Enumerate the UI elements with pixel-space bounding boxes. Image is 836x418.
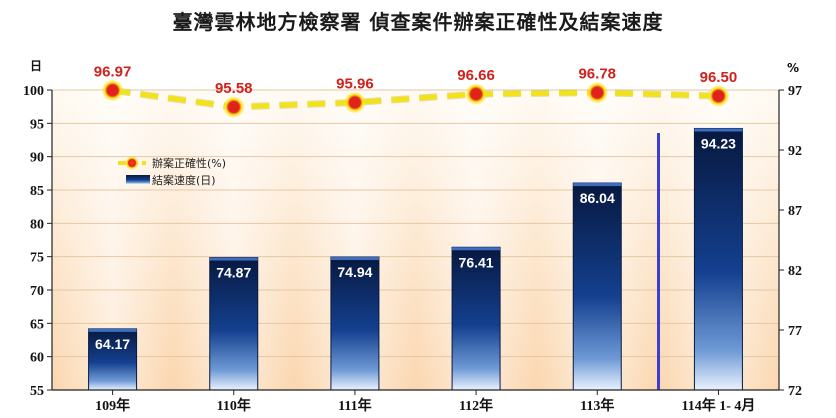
right-tick-label: 82: [788, 264, 802, 279]
bar-top-highlight: [452, 247, 501, 251]
line-marker-core: [228, 102, 239, 113]
bar: [572, 182, 622, 391]
divider-marker: [657, 133, 660, 390]
chart-title: 臺灣雲林地方檢察署 偵查案件辦案正確性及結案速度: [172, 10, 664, 34]
bar-top-highlight: [330, 257, 379, 261]
line-marker-core: [107, 85, 118, 96]
x-tick-label: 111年: [338, 397, 371, 414]
left-tick-label: 85: [30, 184, 44, 199]
x-tick-label: 112年: [459, 397, 493, 414]
bar-value-label: 76.41: [459, 254, 494, 270]
left-tick-label: 100: [23, 84, 44, 99]
bar-value-label: 94.23: [701, 135, 736, 151]
bar-top-highlight: [88, 328, 137, 332]
left-tick-label: 60: [30, 351, 44, 366]
x-tick-label: 113年: [580, 397, 614, 414]
line-value-label: 96.66: [457, 67, 495, 84]
legend-bar-swatch: [126, 175, 150, 184]
line-marker-core: [592, 87, 603, 98]
bar-top-highlight: [209, 257, 258, 261]
left-axis-unit: 日: [30, 59, 42, 73]
legend-line-marker: [125, 156, 139, 170]
line-marker-core: [713, 91, 724, 101]
legend-bar-label: 結案速度(日): [152, 173, 216, 187]
bar-value-label: 64.17: [95, 336, 130, 352]
left-tick-label: 75: [30, 251, 44, 266]
line-value-label: 96.78: [578, 66, 616, 83]
x-tick-label: 110年: [217, 397, 251, 414]
line-series: [112, 87, 719, 110]
right-tick-label: 77: [788, 324, 802, 339]
bar-value-label: 74.94: [337, 264, 372, 280]
line-value-label: 96.97: [94, 63, 132, 80]
left-tick-label: 90: [30, 151, 44, 166]
bar-value-label: 74.87: [216, 265, 251, 281]
line-marker-core: [471, 89, 482, 100]
left-tick-label: 80: [30, 217, 44, 232]
line-marker-core: [349, 97, 360, 108]
left-tick-label: 95: [30, 117, 44, 132]
line-layer: 96.97 95.58 95.96 96.66 96.78 96.50: [94, 63, 738, 119]
bar: [209, 257, 259, 391]
x-tick-label: 109年: [95, 397, 130, 414]
line-value-label: 96.50: [700, 69, 738, 86]
left-tick-label: 70: [30, 284, 44, 299]
bar: [693, 127, 743, 391]
right-axis-unit: %: [787, 61, 799, 75]
axis-layer: 55 60 65 70 75 80 85 90 95 100 72 77 82 87 92 97 日 % 109年 1…: [23, 59, 802, 414]
line-value-label: 95.58: [215, 80, 253, 97]
left-tick-label: 65: [30, 317, 44, 332]
x-tick-label: 114年 1- 4月: [681, 397, 755, 414]
bar-value-label: 86.04: [580, 190, 615, 206]
right-tick-label: 87: [788, 204, 802, 219]
bar-layer: 64.17 74.87 74.94 76.41 86.04 94.23: [88, 127, 743, 391]
line-value-label: 95.96: [336, 75, 374, 92]
right-tick-label: 92: [788, 144, 802, 159]
left-tick-label: 55: [30, 384, 44, 399]
legend: 辦案正確性(%) 結案速度(日): [118, 156, 226, 187]
legend-line-label: 辦案正確性(%): [152, 156, 226, 170]
bar-top-highlight: [694, 128, 743, 132]
right-tick-label: 72: [788, 384, 802, 399]
bar-top-highlight: [573, 183, 622, 187]
bar: [451, 246, 501, 391]
right-tick-label: 97: [788, 84, 802, 99]
